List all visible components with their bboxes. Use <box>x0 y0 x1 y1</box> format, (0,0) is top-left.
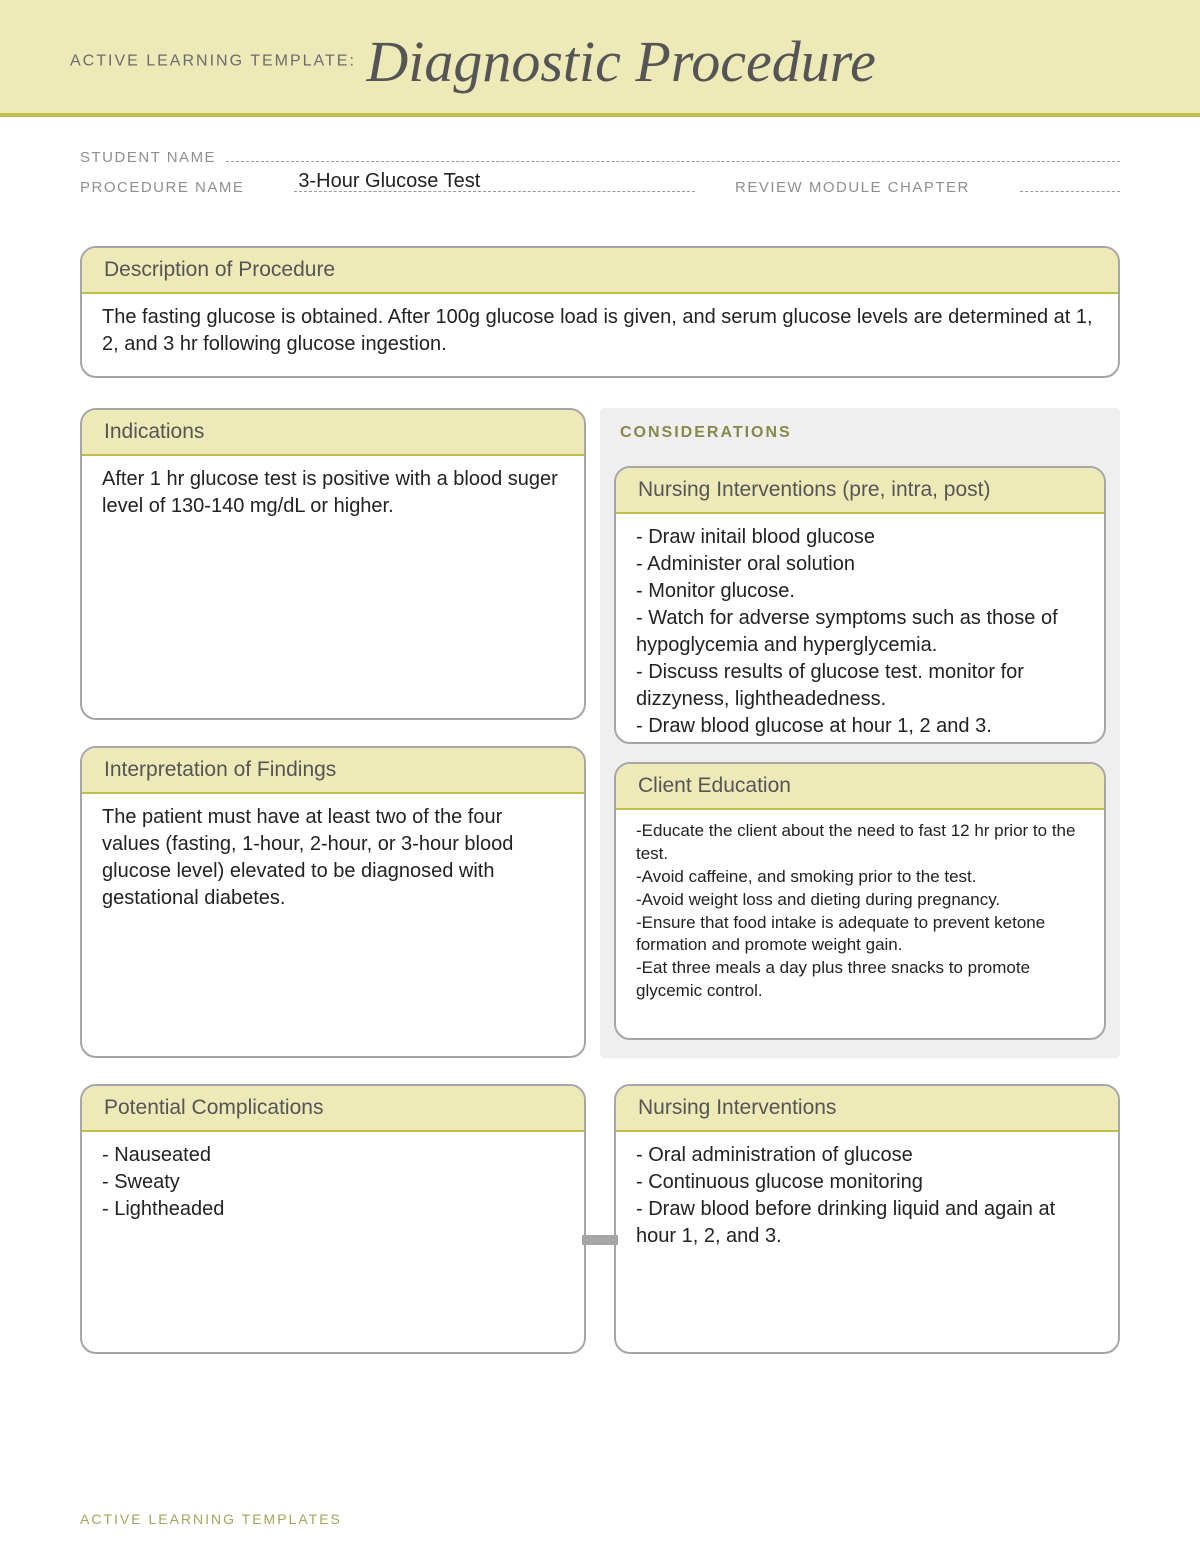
box-client-education-heading: Client Education <box>616 764 1104 810</box>
box-indications-heading: Indications <box>82 410 584 456</box>
bottom-row: Potential Complications - Nauseated - Sw… <box>80 1084 1120 1354</box>
box-interpretation-heading: Interpretation of Findings <box>82 748 584 794</box>
box-interpretation: Interpretation of Findings The patient m… <box>80 746 586 1058</box>
left-column: Indications After 1 hr glucose test is p… <box>80 408 600 1058</box>
two-column-row: Indications After 1 hr glucose test is p… <box>80 408 1120 1058</box>
header-band: ACTIVE LEARNING TEMPLATE: Diagnostic Pro… <box>0 0 1200 117</box>
box-connector <box>582 1235 618 1245</box>
meta-row-procedure: PROCEDURE NAME 3-Hour Glucose Test REVIE… <box>80 176 1120 197</box>
procedure-name-field[interactable]: 3-Hour Glucose Test <box>294 176 695 193</box>
box-description: Description of Procedure The fasting glu… <box>80 246 1120 378</box>
review-chapter-label: REVIEW MODULE CHAPTER <box>735 179 970 196</box>
student-name-label: STUDENT NAME <box>80 149 216 166</box>
meta-block: STUDENT NAME PROCEDURE NAME 3-Hour Gluco… <box>0 117 1200 216</box>
box-indications-body: After 1 hr glucose test is positive with… <box>82 456 584 646</box>
right-column-considerations: CONSIDERATIONS Nursing Interventions (pr… <box>600 408 1120 1058</box>
box-nursing-interventions: Nursing Interventions - Oral administrat… <box>614 1084 1120 1354</box>
student-name-field[interactable] <box>226 145 1120 162</box>
box-nursing-pre-body: - Draw initail blood glucose - Administe… <box>616 514 1104 744</box>
header-title: Diagnostic Procedure <box>366 29 876 94</box>
procedure-name-value: 3-Hour Glucose Test <box>298 170 480 193</box>
box-client-education: Client Education -Educate the client abo… <box>614 762 1106 1040</box>
review-chapter-field[interactable] <box>1020 176 1120 193</box>
box-complications: Potential Complications - Nauseated - Sw… <box>80 1084 586 1354</box>
box-description-body: The fasting glucose is obtained. After 1… <box>82 294 1118 376</box>
box-interpretation-body: The patient must have at least two of th… <box>82 794 584 984</box>
box-nursing-interventions-heading: Nursing Interventions <box>616 1086 1118 1132</box>
footer-label: ACTIVE LEARNING TEMPLATES <box>80 1511 342 1527</box>
page: ACTIVE LEARNING TEMPLATE: Diagnostic Pro… <box>0 0 1200 1553</box>
box-indications: Indications After 1 hr glucose test is p… <box>80 408 586 720</box>
considerations-label: CONSIDERATIONS <box>614 420 1106 448</box>
box-description-heading: Description of Procedure <box>82 248 1118 294</box>
header-prefix: ACTIVE LEARNING TEMPLATE: <box>70 53 356 70</box>
meta-row-student: STUDENT NAME <box>80 145 1120 166</box>
content-area: Description of Procedure The fasting glu… <box>0 216 1200 1354</box>
box-nursing-interventions-body: - Oral administration of glucose - Conti… <box>616 1132 1118 1352</box>
procedure-name-label: PROCEDURE NAME <box>80 179 244 196</box>
box-nursing-pre-heading: Nursing Interventions (pre, intra, post) <box>616 468 1104 514</box>
box-nursing-pre: Nursing Interventions (pre, intra, post)… <box>614 466 1106 744</box>
box-complications-heading: Potential Complications <box>82 1086 584 1132</box>
box-complications-body: - Nauseated - Sweaty - Lightheaded <box>82 1132 584 1352</box>
box-client-education-body: -Educate the client about the need to fa… <box>616 810 1104 1022</box>
